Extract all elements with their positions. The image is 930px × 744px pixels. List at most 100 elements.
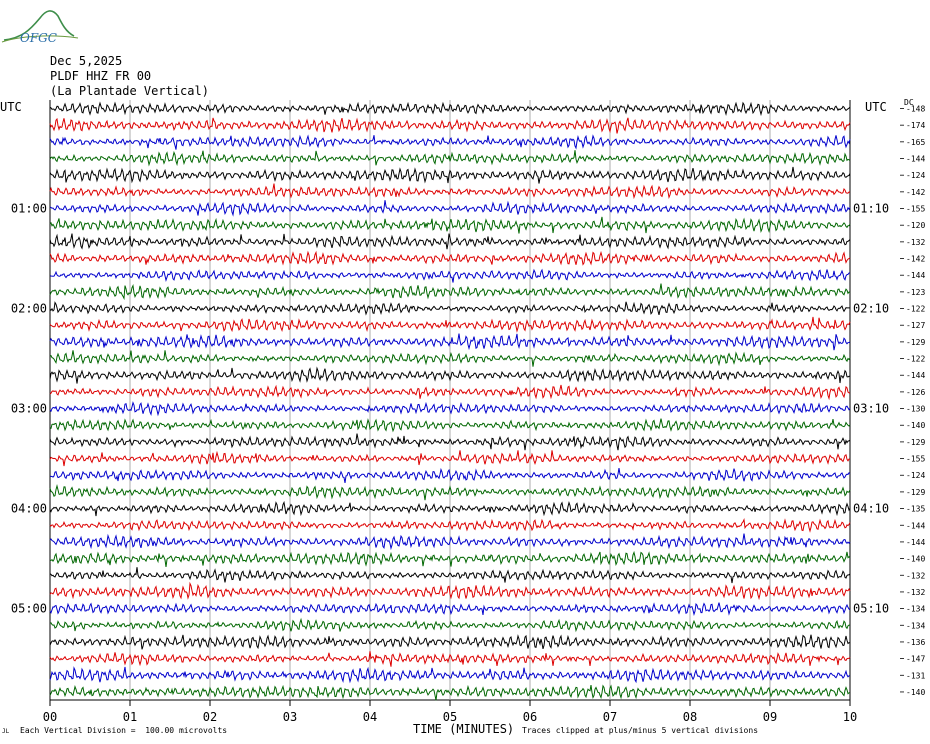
dc-offset-label: -124 <box>906 471 925 480</box>
dc-offset-label: -155 <box>906 455 925 464</box>
seismic-trace <box>49 581 851 601</box>
x-tick-label: 07 <box>603 710 617 724</box>
seismic-trace <box>50 418 851 433</box>
seismic-trace <box>49 200 851 217</box>
dc-offset-label: -144 <box>906 521 925 530</box>
seismic-trace <box>49 350 851 367</box>
dc-offset-label: -142 <box>906 188 925 197</box>
dc-offset-label: -155 <box>906 205 925 214</box>
x-tick-label: 01 <box>123 710 137 724</box>
dc-offset-label: -144 <box>906 371 925 380</box>
seismic-trace <box>49 316 851 333</box>
dc-offset-label: -123 <box>906 288 925 297</box>
utc-label-left: UTC <box>0 100 22 114</box>
dc-offset-label: -129 <box>906 338 925 347</box>
dc-offset-label: -165 <box>906 138 925 147</box>
dc-offset-label: -132 <box>906 571 925 580</box>
seismic-trace <box>49 467 851 483</box>
seismic-trace <box>49 617 850 633</box>
x-tick-label: 10 <box>843 710 857 724</box>
mountain-icon <box>3 10 75 41</box>
seismic-trace <box>49 450 851 467</box>
seismic-trace <box>49 216 851 234</box>
right-time-label: 03:10 <box>853 402 889 416</box>
dc-offset-label: -130 <box>906 405 925 414</box>
dc-offset-label: -124 <box>906 171 925 180</box>
dc-offset-label: -174 <box>906 121 925 130</box>
dc-offset-label: -131 <box>906 671 925 680</box>
utc-label-right: UTC <box>865 100 887 114</box>
seismic-trace <box>49 268 851 283</box>
station-code: PLDF HHZ FR 00 <box>50 69 152 83</box>
dc-offset-label: -122 <box>906 305 925 314</box>
x-tick-label: 09 <box>763 710 777 724</box>
seismic-trace <box>49 684 851 701</box>
seismic-trace <box>49 634 851 650</box>
seismic-trace <box>49 333 851 351</box>
left-time-label: 03:00 <box>11 402 47 416</box>
seismic-trace <box>49 666 851 684</box>
x-axis-title: TIME (MINUTES) <box>413 722 515 736</box>
dc-offset-label: -120 <box>906 221 925 230</box>
seismic-trace <box>49 150 851 167</box>
seismic-trace <box>49 567 851 584</box>
seismic-trace <box>49 101 851 117</box>
seismic-trace <box>49 533 851 551</box>
dc-offset-label: -134 <box>906 621 925 630</box>
ofgc-logo: OFGC <box>1 10 79 45</box>
seismic-trace <box>49 117 851 134</box>
x-tick-label: 04 <box>363 710 377 724</box>
seismic-trace <box>49 433 851 451</box>
x-tick-label: 08 <box>683 710 697 724</box>
seismic-trace <box>49 166 851 184</box>
left-time-label: 04:00 <box>11 502 47 516</box>
corner-mark: JL <box>2 728 10 735</box>
left-time-label: 02:00 <box>11 302 47 316</box>
dc-offset-label: -140 <box>906 688 925 697</box>
seismic-trace <box>49 401 851 417</box>
seismic-trace <box>49 384 851 401</box>
left-time-label: 01:00 <box>11 202 47 216</box>
x-tick-label: 02 <box>203 710 217 724</box>
right-time-label: 02:10 <box>853 302 889 316</box>
dc-offset-label: -134 <box>906 605 925 614</box>
right-time-label: 05:10 <box>853 602 889 616</box>
seismic-trace <box>49 550 851 567</box>
seismic-trace <box>49 518 851 533</box>
seismic-trace <box>49 233 851 250</box>
dc-offset-label: -132 <box>906 238 925 247</box>
station-location: (La Plantade Vertical) <box>50 84 209 98</box>
dc-offset-label: -140 <box>906 421 925 430</box>
seismic-trace <box>49 366 850 384</box>
dc-offset-label: -136 <box>906 638 925 647</box>
x-tick-label: 06 <box>523 710 537 724</box>
dc-offset-label: -144 <box>906 271 925 280</box>
seismic-trace <box>49 283 851 301</box>
dc-offset-label: -126 <box>906 388 925 397</box>
x-tick-label: 05 <box>443 710 457 724</box>
dc-offset-label: -127 <box>906 321 925 330</box>
dc-offset-label: -135 <box>906 505 925 514</box>
logo-swoosh <box>1 35 79 43</box>
dc-offset-label: -132 <box>906 588 925 597</box>
x-tick-label: 00 <box>43 710 57 724</box>
left-time-label: 05:00 <box>11 602 47 616</box>
seismic-trace <box>49 250 851 266</box>
x-tick-label: 03 <box>283 710 297 724</box>
seismic-trace <box>49 651 851 667</box>
seismic-trace <box>49 500 851 517</box>
dc-offset-label: -144 <box>906 155 925 164</box>
dc-offset-label: -144 <box>906 538 925 547</box>
logo-text: OFGC <box>20 31 57 45</box>
record-date: Dec 5,2025 <box>50 54 123 68</box>
dc-offset-label: -129 <box>906 488 925 497</box>
seismic-trace <box>49 134 851 150</box>
dc-offset-label: -140 <box>906 555 925 564</box>
right-time-label: 01:10 <box>853 202 889 216</box>
scale-note: Each Vertical Division = 100.00 microvol… <box>20 726 228 735</box>
seismic-trace <box>49 301 851 316</box>
clip-note: Traces clipped at plus/minus 5 vertical … <box>522 726 759 735</box>
seismic-trace <box>49 602 851 617</box>
dc-offset-label: -129 <box>906 438 925 447</box>
